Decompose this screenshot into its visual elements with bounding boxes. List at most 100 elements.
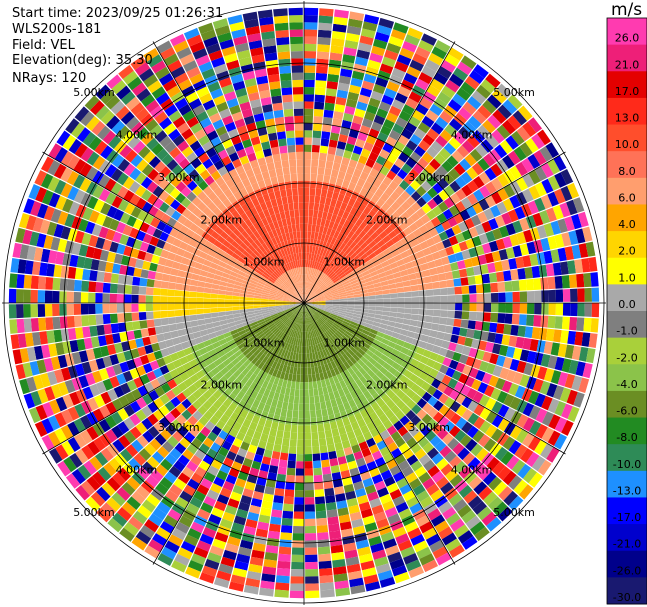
velocity-gate — [322, 349, 328, 357]
velocity-gate — [487, 496, 503, 511]
velocity-gate — [154, 326, 164, 335]
velocity-gate — [357, 320, 366, 326]
velocity-gate — [253, 367, 261, 376]
velocity-gate — [553, 188, 566, 204]
velocity-gate — [390, 303, 398, 308]
velocity-gate — [82, 386, 94, 400]
velocity-gate — [23, 289, 31, 303]
velocity-gate — [531, 133, 545, 150]
velocity-gate — [561, 316, 571, 330]
velocity-gate — [389, 336, 399, 344]
velocity-gate — [402, 448, 415, 460]
velocity-gate — [116, 85, 131, 100]
velocity-gate — [315, 290, 323, 296]
velocity-gate — [390, 147, 402, 158]
velocity-gate — [439, 317, 448, 325]
velocity-gate — [190, 553, 206, 566]
velocity-gate — [343, 236, 351, 245]
velocity-gate — [282, 272, 289, 280]
velocity-gate — [298, 316, 302, 325]
velocity-gate — [112, 231, 123, 243]
velocity-gate — [284, 387, 291, 396]
velocity-gate — [23, 318, 32, 333]
velocity-gate — [216, 334, 226, 342]
velocity-gate — [253, 375, 261, 385]
velocity-gate — [385, 399, 396, 409]
velocity-gate — [210, 312, 219, 318]
velocity-gate — [286, 343, 291, 351]
velocity-gate — [399, 179, 410, 191]
velocity-gate — [319, 145, 329, 154]
velocity-gate — [164, 194, 175, 206]
velocity-gate — [431, 423, 444, 435]
velocity-gate — [154, 130, 168, 143]
velocity-gate — [561, 358, 572, 373]
velocity-gate — [286, 311, 293, 317]
velocity-gate — [304, 518, 316, 527]
velocity-gate — [284, 308, 292, 313]
velocity-gate — [176, 349, 186, 359]
velocity-gate — [235, 165, 245, 175]
velocity-gate — [475, 223, 486, 236]
velocity-gate — [315, 254, 320, 262]
velocity-gate — [554, 234, 565, 249]
velocity-gate — [144, 519, 159, 533]
velocity-gate — [245, 518, 258, 529]
velocity-gate — [233, 369, 242, 378]
velocity-gate — [335, 340, 343, 348]
velocity-gate — [301, 288, 304, 296]
velocity-gate — [422, 365, 433, 375]
velocity-gate — [265, 442, 275, 451]
velocity-gate — [454, 294, 463, 303]
velocity-gate — [342, 476, 353, 486]
velocity-gate — [376, 346, 386, 354]
velocity-gate — [322, 249, 328, 257]
velocity-gate — [85, 372, 96, 386]
velocity-gate — [217, 202, 227, 213]
velocity-gate — [413, 540, 429, 553]
velocity-gate — [93, 437, 106, 452]
velocity-gate — [322, 473, 333, 482]
velocity-gate — [473, 64, 489, 79]
velocity-gate — [330, 237, 337, 246]
velocity-gate — [280, 189, 287, 198]
velocity-gate — [222, 511, 236, 523]
velocity-gate — [208, 405, 218, 415]
velocity-gate — [149, 105, 164, 119]
velocity-gate — [231, 387, 241, 397]
velocity-gate — [263, 328, 271, 335]
velocity-gate — [298, 353, 302, 361]
velocity-gate — [263, 559, 277, 568]
velocity-gate — [36, 233, 47, 248]
velocity-gate — [449, 474, 463, 488]
velocity-gate — [408, 566, 425, 579]
velocity-gate — [225, 248, 234, 256]
velocity-gate — [377, 570, 393, 581]
velocity-gate — [372, 321, 381, 328]
velocity-gate — [188, 426, 200, 438]
velocity-gate — [339, 462, 349, 472]
velocity-gate — [356, 323, 365, 330]
velocity-gate — [52, 277, 61, 291]
velocity-gate — [89, 100, 105, 116]
velocity-gate — [390, 384, 401, 395]
colorbar-tick-label: 1.0 — [618, 271, 636, 284]
velocity-gate — [167, 282, 176, 290]
velocity-gate — [208, 221, 219, 231]
velocity-gate — [434, 520, 450, 534]
velocity-gate — [180, 257, 190, 266]
velocity-gate — [394, 436, 406, 448]
velocity-gate — [217, 166, 228, 177]
velocity-gate — [321, 459, 330, 468]
velocity-gate — [297, 180, 304, 188]
velocity-gate — [354, 387, 363, 397]
velocity-gate — [235, 431, 246, 442]
velocity-gate — [457, 530, 474, 544]
velocity-gate — [222, 388, 232, 399]
velocity-gate — [53, 223, 65, 238]
velocity-gate — [335, 148, 345, 157]
velocity-gate — [534, 290, 542, 303]
velocity-gate — [375, 198, 386, 208]
velocity-gate — [225, 235, 235, 245]
velocity-gate — [464, 75, 480, 90]
